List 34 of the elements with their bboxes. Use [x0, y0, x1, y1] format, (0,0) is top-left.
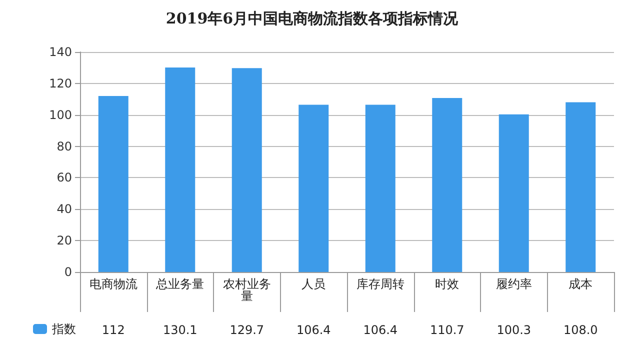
y-tick-label: 0 [64, 265, 72, 279]
x-tick-label: 库存周转 [356, 277, 404, 291]
x-tick-label: 履约率 [496, 277, 532, 291]
bar [165, 68, 196, 272]
x-tick-label: 农村业务量 [222, 277, 271, 303]
bar [432, 98, 462, 272]
x-tick-label: 时效 [435, 277, 460, 291]
data-label: 106.4 [363, 323, 398, 337]
y-tick-label: 120 [49, 76, 72, 90]
data-label: 106.4 [296, 323, 331, 337]
y-tick-label: 80 [56, 139, 72, 154]
x-tick-label: 人员 [302, 277, 326, 291]
x-tick-label: 总业务量 [155, 277, 204, 291]
data-label: 100.3 [496, 323, 532, 337]
data-label: 112 [102, 323, 125, 337]
x-tick-label: 电商物流 [89, 277, 138, 291]
bar [232, 68, 262, 272]
y-tick-label: 20 [56, 234, 72, 248]
bar [566, 102, 596, 272]
data-label: 129.7 [230, 323, 264, 337]
data-label: 108.0 [563, 323, 598, 337]
data-label: 130.1 [162, 323, 198, 337]
bar [298, 104, 329, 272]
chart-title: 2019年6月中国电商物流指数各项指标情况 [166, 10, 460, 28]
y-tick-label: 40 [56, 202, 72, 216]
legend-label: 指数 [51, 322, 76, 336]
x-tick-label: 成本 [568, 277, 593, 291]
y-tick-label: 140 [49, 45, 72, 59]
y-tick-label: 60 [56, 170, 72, 185]
data-label: 110.7 [430, 323, 464, 337]
bar [365, 104, 396, 272]
bar [498, 114, 529, 272]
y-tick-label: 100 [49, 108, 72, 122]
bar [98, 96, 128, 272]
